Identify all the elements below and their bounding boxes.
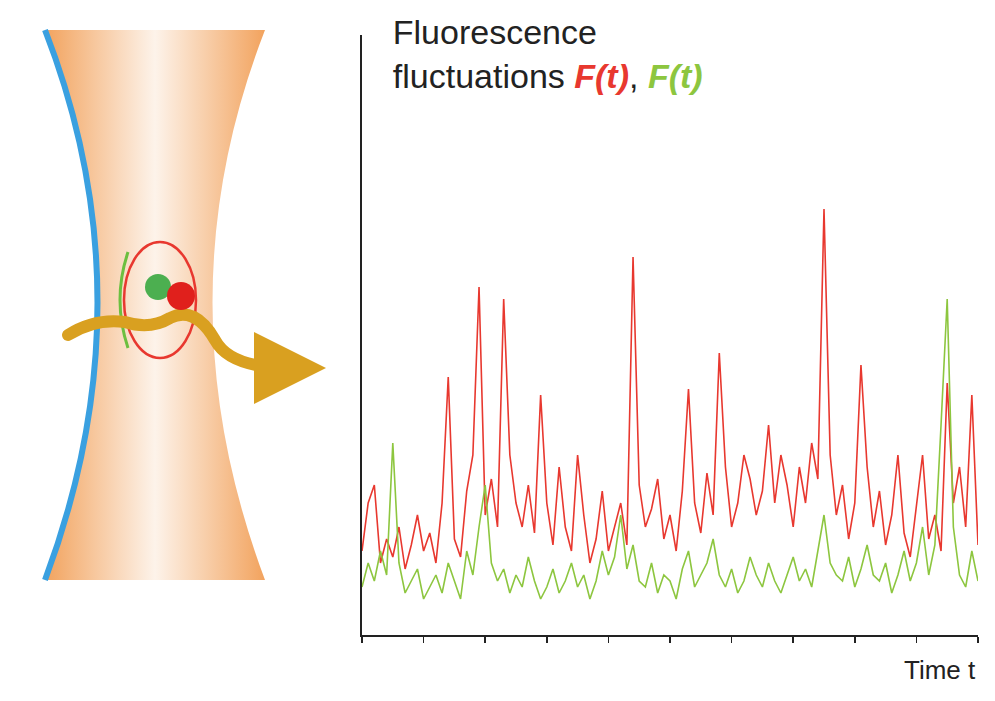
svg-text:Fluorescencefluctuations F(t),: Fluorescencefluctuations F(t), F(t): [393, 13, 703, 95]
svg-text:Time t: Time t: [904, 655, 976, 685]
